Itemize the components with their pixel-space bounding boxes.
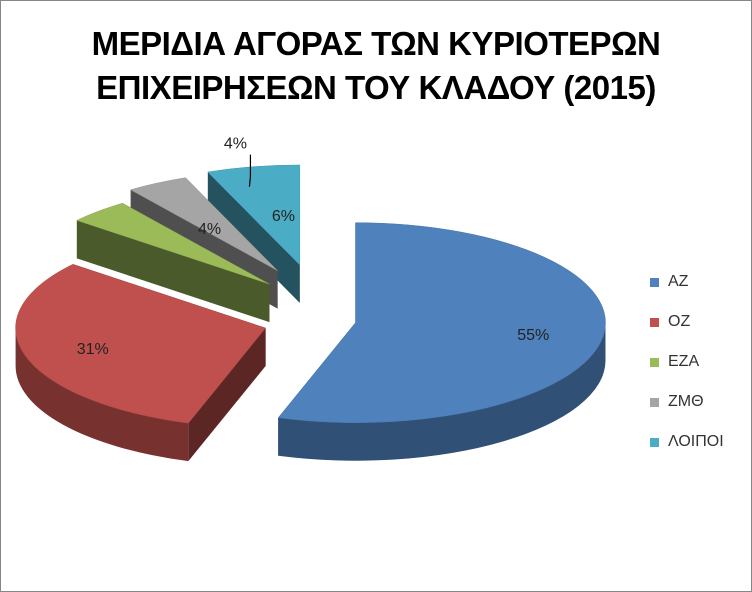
legend-label: ΑΖ [668,273,689,290]
legend-label: ΕΖΑ [668,353,700,370]
legend-item-ΖΜΘ: ΖΜΘ [650,382,724,422]
chart-title: ΜΕΡΙΔΙΑ ΑΓΟΡΑΣ ΤΩΝ ΚΥΡΙΟΤΕΡΩΝ ΕΠΙΧΕΙΡΗΣΕ… [0,22,752,110]
pie-label-ΑΖ: 55% [517,327,549,344]
pie-slice-ΖΜΘ [129,177,278,271]
legend-swatch [650,357,659,367]
chart-title-line-1: ΜΕΡΙΔΙΑ ΑΓΟΡΑΣ ΤΩΝ ΚΥΡΙΟΤΕΡΩΝ [91,25,661,62]
legend-swatch [650,437,659,447]
legend-swatch [650,317,659,327]
legend-label: ΟΖ [668,313,691,330]
pie-slice-wall-ΕΖΑ-0 [76,220,270,323]
pie-slice-ΑΖ [277,222,606,423]
chart-legend: ΑΖ ΟΖ ΕΖΑ ΖΜΘ ΛΟΙΠΟΙ [650,262,724,462]
pie-slice-wall-ΟΖ-0 [188,328,266,462]
legend-label: ΛΟΙΠΟΙ [668,433,724,450]
legend-item-ΕΖΑ: ΕΖΑ [650,342,724,382]
pie-leader-line-ΖΜΘ [248,154,252,187]
legend-item-ΑΖ: ΑΖ [650,262,724,302]
legend-label: ΖΜΘ [668,393,704,410]
pie-label-ΛΟΙΠΟΙ: 6% [272,208,295,225]
pie-label-ΟΖ: 31% [77,341,109,358]
pie-tops [15,164,606,424]
pie-slice-ΟΖ [15,264,267,424]
pie-label-ΕΖΑ: 4% [198,221,221,238]
legend-swatch [650,397,659,407]
pie-label-ΖΜΘ: 4% [224,136,247,153]
pie-slice-ΕΖΑ [76,202,270,285]
pie-slice-side-ΑΖ [278,322,606,461]
pie-slice-ΛΟΙΠΟΙ [207,164,301,266]
pie-labels: 55% 31% 4% 4% 6% [77,136,550,358]
legend-item-ΟΖ: ΟΖ [650,302,724,342]
legend-item-ΛΟΙΠΟΙ: ΛΟΙΠΟΙ [650,422,724,462]
chart-title-line-2: ΕΠΙΧΕΙΡΗΣΕΩΝ ΤΟΥ ΚΛΑΔΟΥ (2015) [96,69,656,106]
legend-swatch [650,277,659,287]
pie-slice-side-ΟΖ [15,328,189,462]
